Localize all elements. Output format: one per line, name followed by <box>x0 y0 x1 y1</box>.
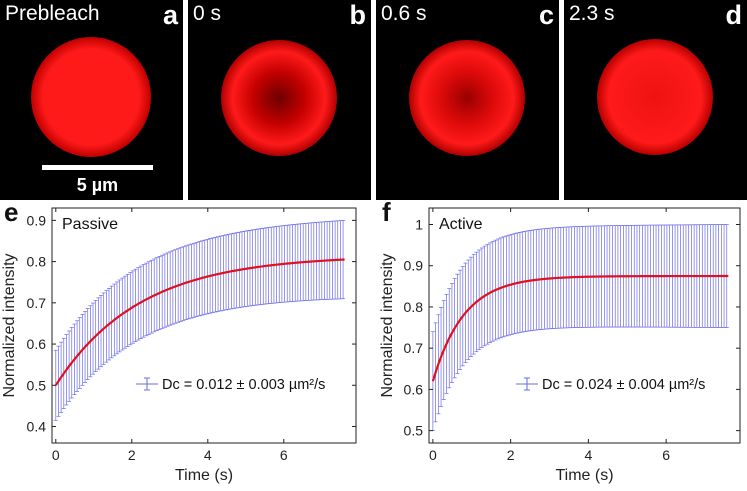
y-tick-label-5: 0.9 <box>27 212 47 228</box>
image-panel-c: 0.6 s c <box>376 0 559 200</box>
scale-bar-label: 5 µm <box>76 175 119 195</box>
droplet-image-b <box>221 40 337 156</box>
y-axis-label: Normalized intensity <box>379 253 396 397</box>
y-tick-label-4: 0.8 <box>27 254 47 270</box>
panel-time-d: 2.3 s <box>569 2 615 25</box>
droplet-image-a <box>31 37 151 157</box>
panel-time-c: 0.6 s <box>381 2 427 25</box>
droplet-image-c <box>409 40 525 156</box>
image-panel-a: Prebleach a 5 µm <box>0 0 183 200</box>
y-tick-label-2: 0.6 <box>27 336 47 352</box>
panel-letter: e <box>4 198 18 227</box>
image-panel-b: 0 s b <box>188 0 371 200</box>
x-tick-label-2: 4 <box>204 447 212 463</box>
y-tick-label-0: 0.4 <box>27 419 47 435</box>
legend-text: Dc = 0.012 ± 0.003 µm²/s <box>162 377 325 393</box>
panel-letter-c: c <box>538 0 554 30</box>
y-axis-label: Normalized intensity <box>1 253 18 397</box>
fit-line <box>54 258 345 386</box>
image-panel-d: 2.3 s d <box>564 0 747 200</box>
panel-time-a: Prebleach <box>5 2 100 25</box>
y-tick-label-1: 0.6 <box>404 381 424 397</box>
panel-letter-a: a <box>162 0 178 30</box>
y-tick-label-3: 0.7 <box>27 295 47 311</box>
panel-time-b: 0 s <box>193 2 222 25</box>
droplet-b <box>221 40 337 156</box>
x-tick-label-2: 4 <box>584 447 592 463</box>
droplet-image-d <box>597 39 713 155</box>
legend-text: Dc = 0.024 ± 0.004 µm²/s <box>542 377 705 393</box>
x-axis-label: Time (s) <box>555 467 613 484</box>
chart-passive: 0 2 4 6 0.4 0.5 0.6 0.7 0.8 0.9 Time (s) Normalized… <box>1 198 357 484</box>
x-tick-label-3: 6 <box>662 447 670 463</box>
droplet-d <box>597 39 713 155</box>
chart-title: Passive <box>62 216 118 233</box>
panel-letter-d: d <box>725 0 743 30</box>
y-tick-label-0: 0.5 <box>404 423 424 439</box>
y-tick-label-2: 0.7 <box>404 340 424 356</box>
chart-active: 0 2 4 6 0.5 0.6 0.7 0.8 0.9 1 Time (s) Normalized i… <box>379 198 741 484</box>
droplet-a <box>31 37 151 157</box>
chart-title: Active <box>439 216 483 233</box>
fit-line <box>431 274 729 382</box>
x-tick-label-0: 0 <box>52 447 60 463</box>
axes-box <box>428 207 741 444</box>
axes-box <box>51 207 357 444</box>
panel-letter: f <box>382 198 391 227</box>
errorbar-series <box>430 224 729 431</box>
x-tick-label-0: 0 <box>429 447 437 463</box>
y-tick-label-5: 1 <box>415 216 423 232</box>
scale-bar <box>42 165 153 170</box>
x-tick-label-3: 6 <box>280 447 288 463</box>
droplet-c <box>409 40 525 156</box>
y-tick-label-1: 0.5 <box>27 377 47 393</box>
panel-letter-b: b <box>349 0 367 30</box>
y-tick-label-3: 0.8 <box>404 299 424 315</box>
x-tick-label-1: 2 <box>507 447 515 463</box>
y-tick-label-4: 0.9 <box>404 258 424 274</box>
x-axis-label: Time (s) <box>175 467 233 484</box>
x-tick-label-1: 2 <box>128 447 136 463</box>
